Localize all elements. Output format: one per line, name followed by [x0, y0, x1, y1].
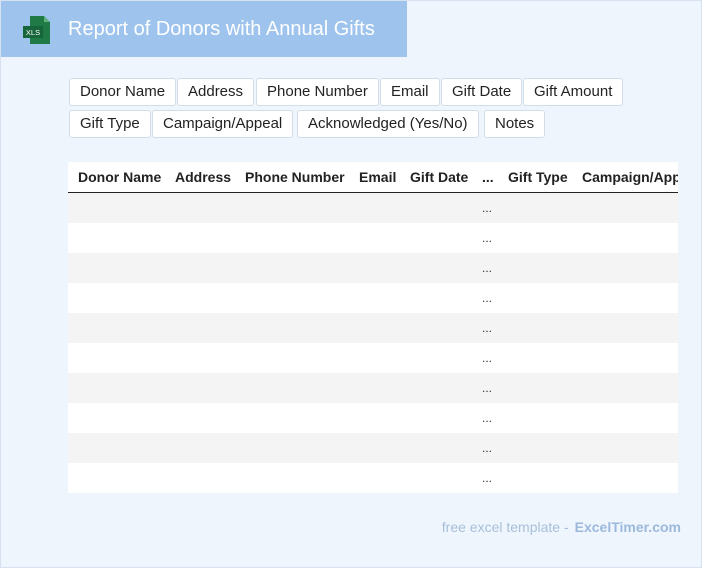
column-header[interactable]: Campaign/App [582, 169, 678, 185]
table-row[interactable]: ... [68, 313, 678, 343]
page-title: Report of Donors with Annual Gifts [68, 18, 375, 40]
field-chip-acknowledged[interactable]: Acknowledged (Yes/No) [297, 110, 479, 138]
field-chip-gift-amount[interactable]: Gift Amount [523, 78, 624, 106]
table-row[interactable]: ... [68, 223, 678, 253]
table-row[interactable]: ... [68, 283, 678, 313]
donor-table: Donor Name Address Phone Number Email Gi… [68, 162, 678, 493]
field-chip-campaign-appeal[interactable]: Campaign/Appeal [152, 110, 294, 138]
ellipsis-cell: ... [482, 471, 493, 485]
ellipsis-cell: ... [482, 351, 493, 365]
table-row[interactable]: ... [68, 463, 678, 493]
field-chip-donor-name[interactable]: Donor Name [69, 78, 177, 106]
column-header[interactable]: Address [175, 169, 232, 185]
ellipsis-cell: ... [482, 321, 493, 335]
field-chip-email[interactable]: Email [380, 78, 440, 106]
ellipsis-cell: ... [482, 411, 493, 425]
ellipsis-cell: ... [482, 261, 493, 275]
field-chip-address[interactable]: Address [177, 78, 255, 106]
column-header[interactable]: ... [482, 169, 494, 185]
column-header[interactable]: Email [359, 169, 397, 185]
table-row[interactable]: ... [68, 193, 678, 223]
table-row[interactable]: ... [68, 373, 678, 403]
footer-text: free excel template - [441, 519, 569, 535]
ellipsis-cell: ... [482, 291, 493, 305]
table-row[interactable]: ... [68, 343, 678, 373]
title-banner: XLS Report of Donors with Annual Gifts [1, 1, 407, 57]
field-chip-notes[interactable]: Notes [484, 110, 546, 138]
table-row[interactable]: ... [68, 253, 678, 283]
ellipsis-cell: ... [482, 441, 493, 455]
footer-credit: free excel template - ExcelTimer.com [442, 519, 681, 535]
table-row[interactable]: ... [68, 433, 678, 463]
table-row[interactable]: ... [68, 403, 678, 433]
column-header[interactable]: Gift Type [508, 169, 568, 185]
table-header: Donor Name Address Phone Number Email Gi… [68, 162, 678, 193]
ellipsis-cell: ... [482, 201, 493, 215]
column-header[interactable]: Phone Number [245, 169, 345, 185]
field-chip-phone-number[interactable]: Phone Number [256, 78, 379, 106]
ellipsis-cell: ... [482, 381, 493, 395]
column-header[interactable]: Gift Date [410, 169, 469, 185]
svg-text:XLS: XLS [26, 28, 40, 37]
ellipsis-cell: ... [482, 231, 493, 245]
field-chip-gift-type[interactable]: Gift Type [69, 110, 151, 138]
field-chip-gift-date[interactable]: Gift Date [441, 78, 523, 106]
column-header[interactable]: Donor Name [78, 169, 162, 185]
xls-file-icon: XLS [23, 16, 50, 44]
footer-brand-link[interactable]: ExcelTimer.com [574, 519, 681, 535]
